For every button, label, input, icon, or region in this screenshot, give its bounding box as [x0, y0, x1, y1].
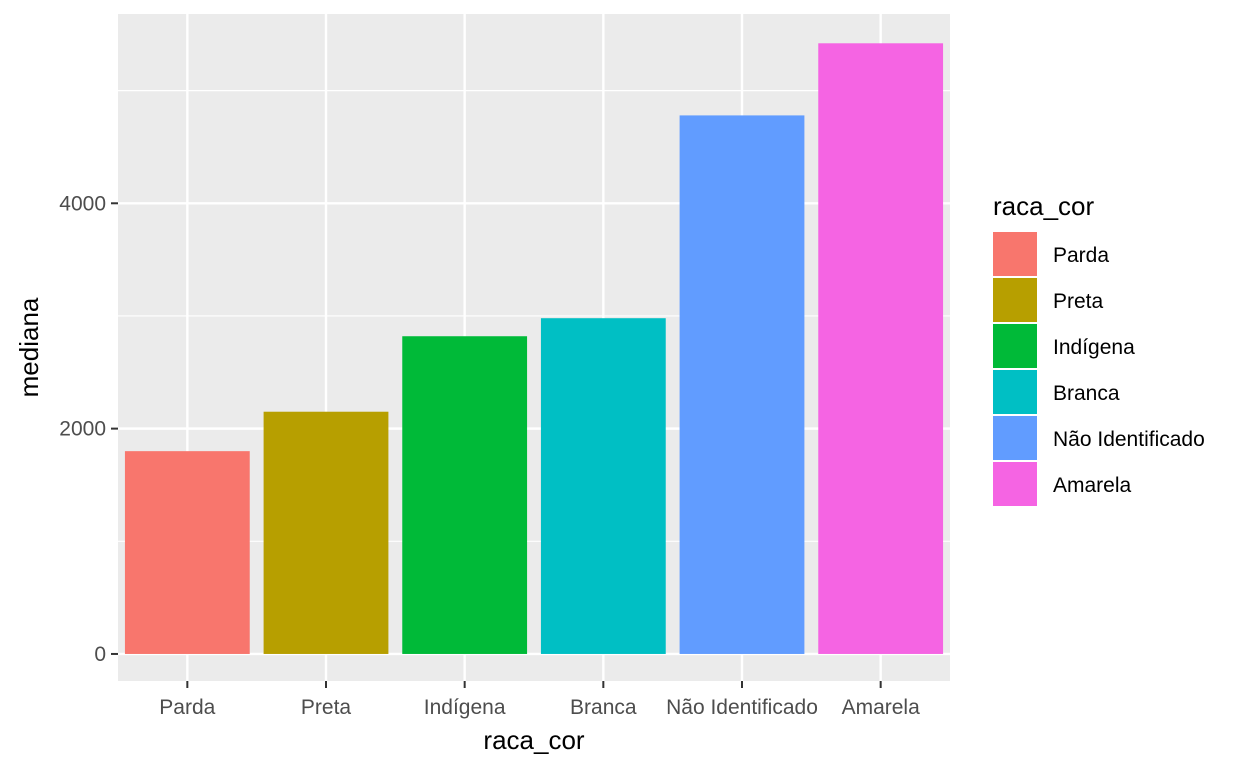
x-tick-label: Preta	[301, 696, 352, 719]
x-axis-title: raca_cor	[483, 725, 584, 755]
y-axis-title: mediana	[14, 297, 44, 397]
bar-amarela	[818, 43, 944, 654]
legend-key	[993, 324, 1037, 368]
plot-panel	[118, 14, 950, 681]
bar-parda	[124, 451, 250, 654]
x-tick-label: Indígena	[424, 696, 506, 719]
x-tick-label: Amarela	[842, 696, 921, 719]
legend-label: Parda	[1053, 244, 1109, 267]
y-tick-label: 0	[94, 643, 106, 666]
legend-label: Branca	[1053, 382, 1120, 405]
bars	[124, 43, 944, 654]
legend-label: Preta	[1053, 290, 1104, 313]
bar-n-o-identificado	[679, 115, 805, 654]
legend-key	[993, 416, 1037, 460]
legend-key	[993, 232, 1037, 276]
x-tick-label: Não Identificado	[666, 696, 818, 719]
bar-preta	[263, 411, 389, 654]
minor-gridlines	[118, 90, 950, 542]
y-tick-label: 4000	[59, 192, 106, 215]
x-tick-label: Parda	[159, 696, 215, 719]
y-tick-label: 2000	[59, 418, 106, 441]
legend: raca_cor Parda Preta Indígena Branca Não Ide…	[993, 191, 1205, 506]
legend-label: Amarela	[1053, 474, 1132, 497]
legend-title: raca_cor	[993, 191, 1094, 221]
y-axis: 0 2000 4000	[59, 192, 118, 666]
bar-branca	[540, 318, 666, 654]
legend-label: Não Identificado	[1053, 428, 1205, 451]
legend-key	[993, 462, 1037, 506]
x-tick-label: Branca	[570, 696, 637, 719]
legend-key	[993, 278, 1037, 322]
legend-label: Indígena	[1053, 336, 1135, 359]
x-axis: Parda Preta Indígena Branca Não Identificado…	[159, 681, 920, 719]
legend-key	[993, 370, 1037, 414]
bar-ind-gena	[402, 336, 528, 654]
